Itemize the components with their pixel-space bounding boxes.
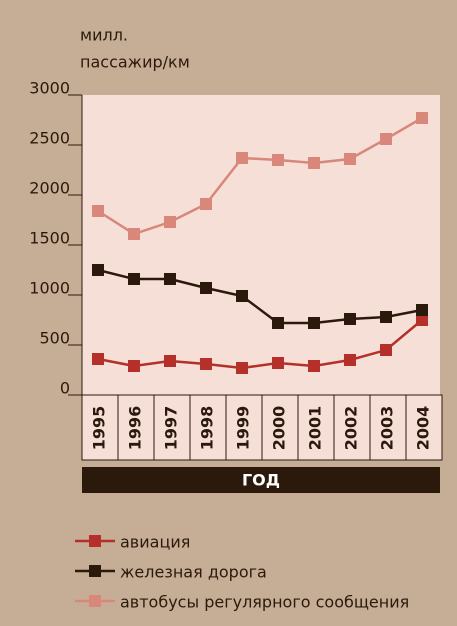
x-tick-box [261, 394, 299, 461]
point [236, 362, 248, 374]
point [344, 354, 356, 366]
point [308, 317, 320, 329]
point [128, 273, 140, 285]
x-tick-label: 1997 [162, 406, 181, 451]
x-tick-box [405, 394, 443, 461]
legend-label: автобусы регулярного сообщения [120, 593, 409, 612]
point [236, 290, 248, 302]
x-tick-label: 1999 [234, 406, 253, 451]
point [92, 353, 104, 365]
y-tick-label: 2000 [29, 179, 70, 198]
x-label-bar [82, 467, 440, 493]
point [380, 344, 392, 356]
point [164, 355, 176, 367]
y-tick-label: 3000 [29, 79, 70, 98]
point [200, 198, 212, 210]
point [164, 273, 176, 285]
series-line [97, 268, 423, 325]
x-label: ГОД [242, 471, 280, 490]
x-tick-label: 2000 [270, 406, 289, 451]
series-line [97, 319, 423, 370]
series-line [97, 116, 423, 236]
point [344, 153, 356, 165]
x-tick-box [369, 394, 407, 461]
point [272, 317, 284, 329]
legend-label: авиация [120, 533, 190, 552]
point [308, 157, 320, 169]
x-tick-box [333, 394, 371, 461]
point [380, 311, 392, 323]
y-tick-label: 2500 [29, 129, 70, 148]
point [416, 314, 428, 326]
x-tick-label: 2001 [306, 406, 325, 451]
point [344, 313, 356, 325]
point [200, 358, 212, 370]
x-tick-label: 1996 [126, 406, 145, 451]
legend-label: железная дорога [120, 563, 267, 582]
point [128, 228, 140, 240]
point [164, 216, 176, 228]
x-tick-box [81, 394, 119, 461]
x-tick-box [153, 394, 191, 461]
point [236, 152, 248, 164]
point [272, 357, 284, 369]
legend-marker [89, 535, 101, 547]
point [92, 264, 104, 276]
point [416, 304, 428, 316]
legend-marker [89, 595, 101, 607]
x-tick-box [297, 394, 335, 461]
y-tick-label: 0 [60, 379, 70, 398]
x-tick-label: 1998 [198, 406, 217, 451]
x-tick-label: 2004 [414, 406, 433, 451]
point [128, 360, 140, 372]
point [308, 360, 320, 372]
point [380, 133, 392, 145]
x-tick-label: 2003 [378, 406, 397, 451]
y-tick-label: 1500 [29, 229, 70, 248]
y-label: милл. [80, 26, 128, 45]
x-tick-label: 2002 [342, 406, 361, 451]
point [272, 154, 284, 166]
y-tick-label: 500 [39, 329, 70, 348]
y-tick-label: 1000 [29, 279, 70, 298]
point [92, 205, 104, 217]
point [200, 282, 212, 294]
legend-marker [89, 565, 101, 577]
x-tick-label: 1995 [90, 406, 109, 451]
y-label: пассажир/км [80, 53, 190, 72]
point [416, 112, 428, 124]
